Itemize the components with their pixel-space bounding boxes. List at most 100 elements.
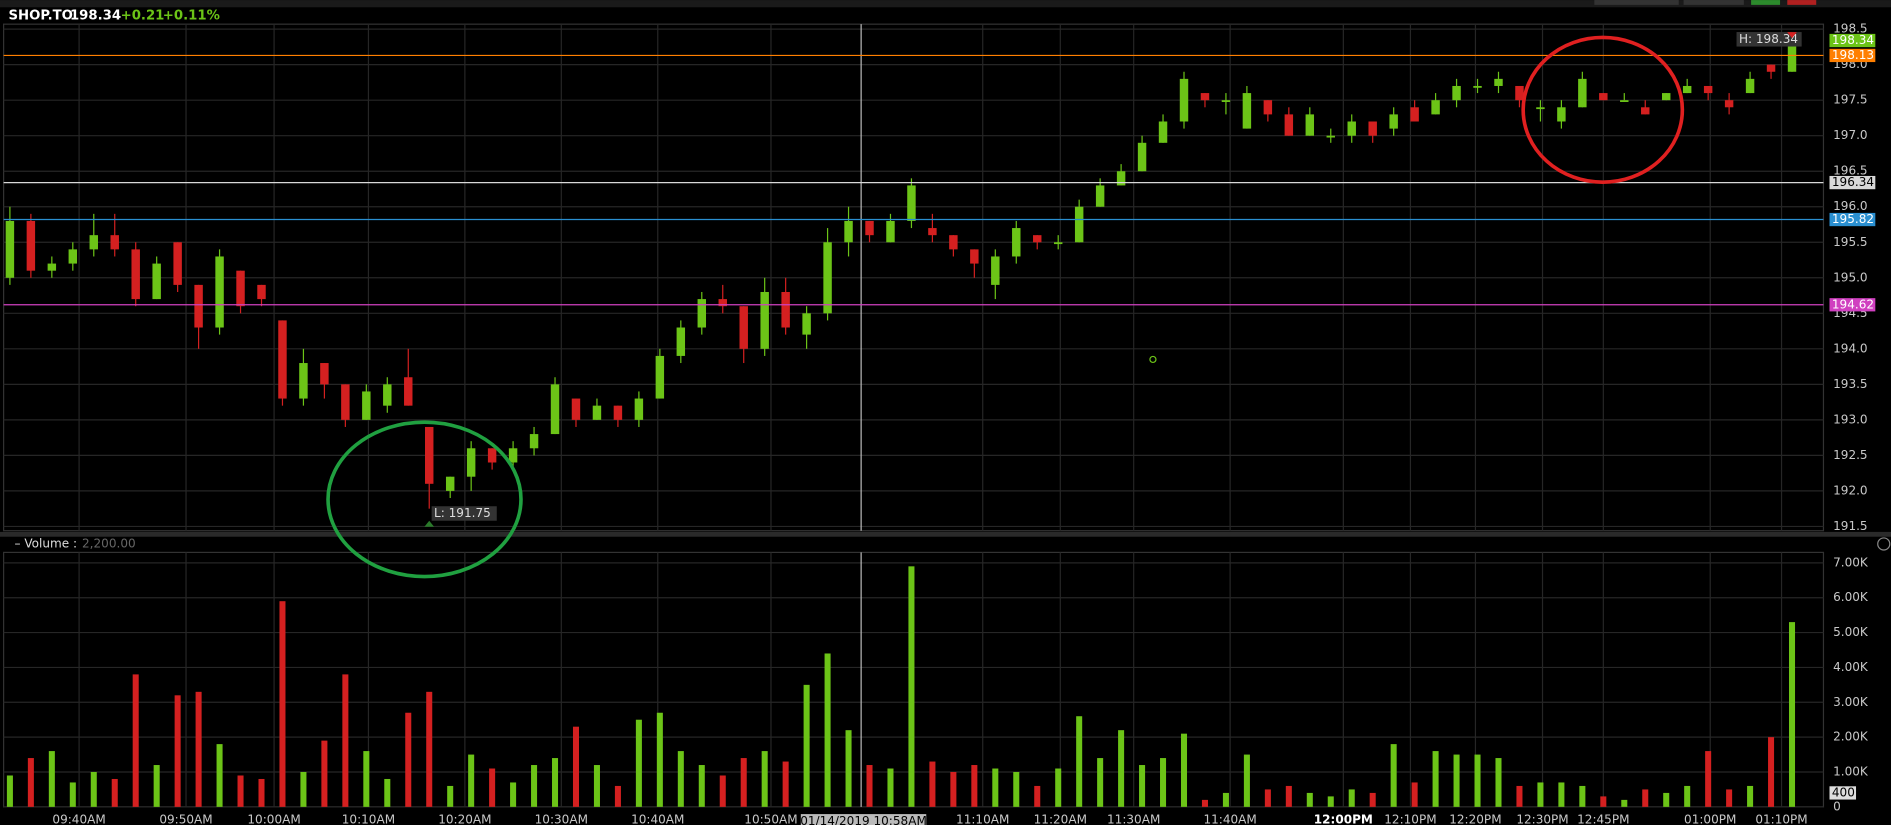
candle-body [215, 256, 224, 328]
toolbar-button[interactable] [1787, 0, 1817, 5]
volume-bar [719, 775, 726, 807]
x-tick-label: 12:10PM [1384, 813, 1436, 825]
x-tick-label: 10:50AM [744, 813, 797, 825]
volume-bar [929, 761, 936, 807]
highlight-circle [326, 420, 523, 579]
volume-bar [1684, 785, 1691, 807]
volume-bar [1495, 758, 1502, 807]
candle-body [823, 242, 832, 314]
candle-body [508, 448, 518, 463]
toolbar-button[interactable] [1751, 0, 1781, 5]
candle-body [1452, 85, 1461, 101]
volume-tick-label: 5.00K [1833, 625, 1869, 639]
volume-bar [1369, 792, 1376, 807]
candle-body [1661, 93, 1671, 101]
volume-tick-label: 1.00K [1833, 765, 1869, 779]
volume-tick-label: 7.00K [1833, 555, 1869, 569]
candle-body [1557, 107, 1566, 122]
volume-bar [153, 765, 160, 807]
toolbar-button[interactable] [1683, 0, 1744, 5]
close-button[interactable] [1877, 537, 1891, 551]
candle-body [341, 384, 350, 420]
candle-body [739, 306, 748, 349]
candle-body [1368, 121, 1377, 136]
candle-body [362, 391, 371, 420]
y-tick-label: 198.5 [1833, 22, 1867, 36]
candle-body [1724, 100, 1734, 108]
candle-body [110, 235, 119, 250]
volume-bar [195, 691, 202, 807]
last-price-box [1829, 33, 1876, 48]
candle-body [1158, 121, 1168, 143]
x-tick-label: 10:40AM [631, 813, 684, 825]
volume-bar [174, 695, 181, 807]
x-tick-label: 11:20AM [1034, 813, 1087, 825]
candle-body [781, 291, 790, 328]
volume-tick-label: 6.00K [1833, 590, 1869, 604]
volume-bar [656, 712, 663, 807]
candle-body [1033, 235, 1042, 243]
y-tick-label: 192.5 [1833, 448, 1867, 462]
volume-tick-label: 0 [1833, 799, 1841, 813]
volume-bar [1390, 744, 1397, 807]
volume-bar [1705, 751, 1712, 807]
volume-tick-label: 3.00K [1833, 695, 1869, 709]
toolbar [0, 0, 1891, 8]
volume-bar [321, 740, 328, 807]
y-tick-label: 197.0 [1833, 128, 1867, 142]
candle-body [1284, 114, 1294, 136]
volume-bar [572, 726, 580, 807]
candle-body [613, 405, 623, 420]
volume-bar [384, 778, 391, 807]
volume-bar [866, 765, 873, 807]
candle-body [487, 448, 497, 463]
x-tick-label: 10:20AM [438, 813, 491, 825]
candle-body [404, 377, 413, 406]
x-tick-label: 12:30PM [1516, 813, 1568, 825]
x-tick-label: 10:00AM [247, 813, 300, 825]
volume-bar [1642, 789, 1649, 807]
volume-bar [132, 674, 139, 807]
panel-separator[interactable] [0, 531, 1891, 537]
candle-body [865, 220, 874, 236]
price-label: 195.82 [1832, 212, 1874, 226]
candle-body [131, 249, 140, 300]
volume-title: – Volume : [14, 536, 77, 550]
volume-bar [1726, 789, 1733, 807]
volume-bar [824, 653, 831, 807]
last-price: 198.34 [70, 9, 121, 24]
y-tick-label: 192.0 [1833, 483, 1867, 497]
volume-bar [1243, 754, 1250, 807]
volume-bar [1516, 785, 1523, 807]
volume-bar [489, 768, 496, 807]
toolbar-button[interactable] [1594, 0, 1679, 5]
candle-body [1599, 93, 1608, 101]
candle-body [634, 398, 644, 420]
price-label: 196.34 [1832, 175, 1874, 189]
candle-body [425, 426, 434, 484]
volume-bar [216, 744, 223, 807]
x-tick-label: 01:10PM [1755, 813, 1807, 825]
candle-body [1515, 85, 1524, 101]
candle-body [173, 242, 182, 285]
candle-body [1682, 85, 1692, 94]
candle-body [1326, 135, 1335, 138]
y-tick-label: 193.0 [1833, 412, 1867, 426]
candle-body [1787, 40, 1797, 72]
candle-body [26, 220, 36, 271]
volume-value: 2,200.00 [82, 536, 136, 550]
volume-bar [531, 765, 538, 807]
volume-bar [614, 785, 621, 807]
volume-bar [1558, 782, 1565, 807]
candle-body [1053, 242, 1063, 245]
x-tick-label: 11:40AM [1203, 813, 1256, 825]
candle-body [1410, 107, 1419, 122]
volume-bar [468, 754, 475, 807]
candle-body [194, 284, 203, 328]
price-label-box [1829, 212, 1876, 227]
volume-bar [237, 775, 244, 807]
candle-body [1620, 100, 1629, 102]
volume-bar [1600, 796, 1607, 807]
candle-body [907, 185, 916, 221]
